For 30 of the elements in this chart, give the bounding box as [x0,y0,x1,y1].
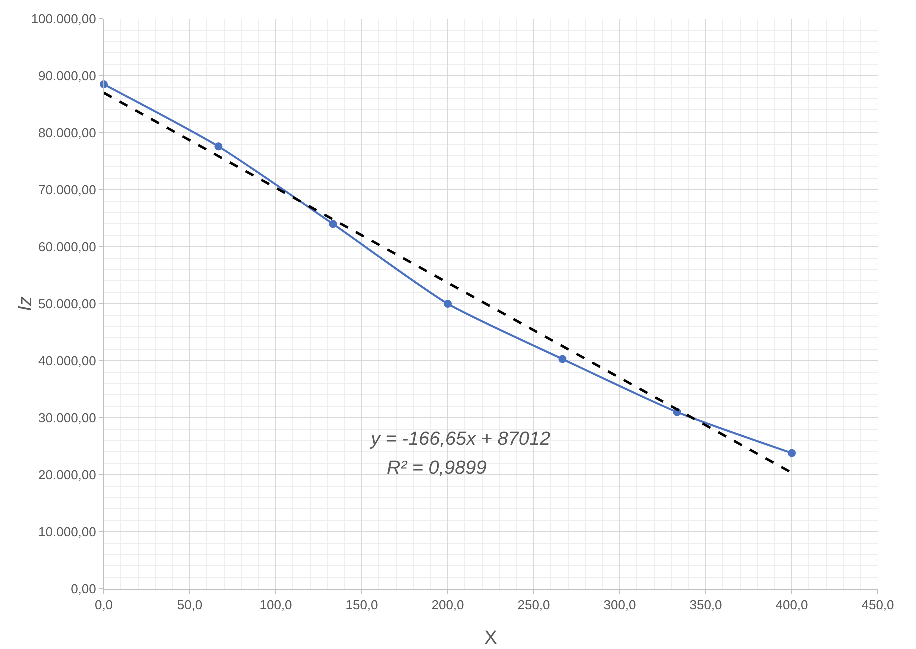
point [214,142,223,151]
y-tick-label: 10.000,00 [38,524,96,540]
y-tick-label: 100.000,00 [31,12,96,27]
x-tick-label: 200,0 [432,598,464,613]
x-tick-label: 50,0 [177,598,203,613]
point [558,355,567,364]
point [329,220,338,228]
y-tick-label: 50.000,00 [38,296,96,312]
point [788,449,796,458]
x-tick-label: 100,0 [260,598,292,613]
point [444,300,452,308]
y-tick-label: 90.000,00 [38,68,96,84]
y-tick-label: 20.000,00 [38,468,96,483]
x-tick-label: 150,0 [346,598,378,613]
y-tick-label: 80.000,00 [38,126,96,141]
y-tick-label: 30.000,00 [38,410,96,426]
y-tick-label: 40.000,00 [38,354,96,369]
y-tick-label: 70.000,00 [38,182,96,198]
y-tick-label: 0,00 [71,582,96,597]
annotation: y = -166,65x + 87012 [369,429,552,450]
x-tick-label: 450,0 [862,598,894,613]
x-tick-label: 250,0 [518,598,550,613]
y-axis-title: Iz [16,296,37,312]
x-tick-label: 400,0 [776,598,808,613]
x-tick-label: 0,0 [94,598,114,613]
annotation: R² = 0,9899 [387,458,488,479]
y-tick-label: 60.000,00 [38,240,96,255]
x-tick-label: 300,0 [604,598,636,613]
x-tick-label: 350,0 [690,598,722,613]
x-axis-title: X [484,628,498,649]
